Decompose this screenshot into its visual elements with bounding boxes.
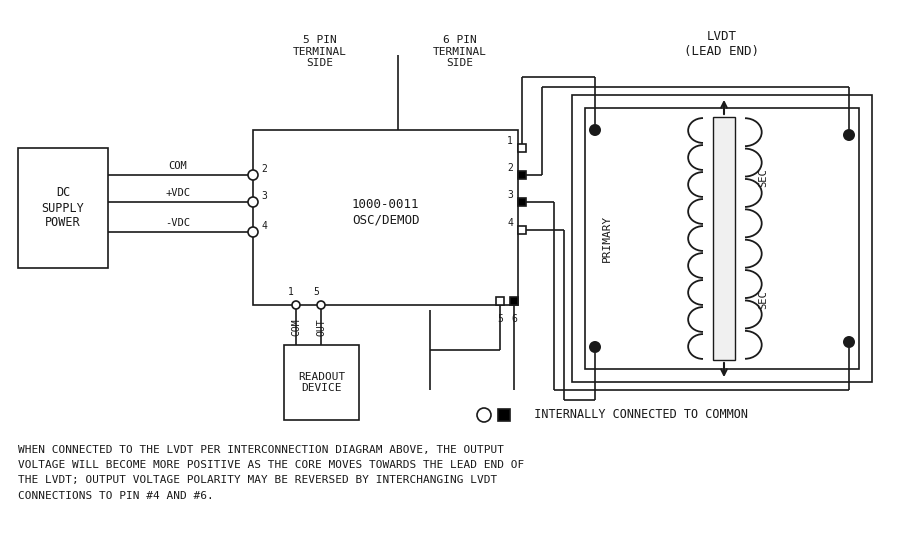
Text: 2: 2 [507, 163, 513, 173]
Text: COM: COM [169, 161, 187, 171]
Text: 1: 1 [507, 136, 513, 146]
Bar [572, 95, 872, 382]
Text: 5 PIN
TERMINAL
SIDE: 5 PIN TERMINAL SIDE [293, 35, 347, 68]
Bar [585, 108, 859, 369]
Text: WHEN CONNECTED TO THE LVDT PER INTERCONNECTION DIAGRAM ABOVE, THE OUTPUT
VOLTAGE: WHEN CONNECTED TO THE LVDT PER INTERCONN… [18, 445, 524, 501]
Bar [498, 409, 510, 421]
Text: 1: 1 [289, 287, 294, 297]
Text: 6: 6 [511, 314, 517, 324]
Text: 4: 4 [261, 221, 267, 231]
Bar [518, 226, 526, 234]
Circle shape [248, 227, 258, 237]
Text: 5: 5 [497, 314, 503, 324]
Text: 5: 5 [313, 287, 319, 297]
Text: LVDT
(LEAD END): LVDT (LEAD END) [685, 30, 760, 58]
Bar [496, 297, 504, 305]
Circle shape [589, 124, 601, 136]
Text: 4: 4 [507, 218, 513, 228]
Text: SEC: SEC [758, 168, 768, 187]
Bar [284, 345, 359, 420]
Text: SEC: SEC [758, 290, 768, 309]
Bar [518, 198, 526, 206]
Circle shape [843, 129, 855, 141]
Circle shape [317, 301, 325, 309]
Text: READOUT
DEVICE: READOUT DEVICE [298, 372, 345, 394]
Text: INTERNALLY CONNECTED TO COMMON: INTERNALLY CONNECTED TO COMMON [520, 409, 748, 421]
Text: +VDC: +VDC [165, 188, 191, 198]
Bar [253, 130, 518, 305]
Bar [518, 144, 526, 152]
Text: 2: 2 [261, 164, 267, 174]
Text: 1000-0011
OSC/DEMOD: 1000-0011 OSC/DEMOD [352, 198, 419, 226]
Text: PRIMARY: PRIMARY [602, 215, 612, 262]
Bar [18, 148, 108, 268]
Circle shape [843, 336, 855, 348]
Text: DC
SUPPLY
POWER: DC SUPPLY POWER [42, 187, 84, 230]
Text: COM: COM [291, 318, 301, 336]
Circle shape [248, 197, 258, 207]
Text: 3: 3 [261, 191, 267, 201]
Text: -VDC: -VDC [165, 218, 191, 228]
Circle shape [589, 341, 601, 353]
Bar [510, 297, 518, 305]
Bar [518, 171, 526, 179]
Text: 6 PIN
TERMINAL
SIDE: 6 PIN TERMINAL SIDE [433, 35, 487, 68]
Circle shape [248, 170, 258, 180]
Circle shape [477, 408, 491, 422]
Text: 3: 3 [507, 190, 513, 200]
Circle shape [292, 301, 300, 309]
Text: OUT: OUT [316, 318, 326, 336]
Bar [713, 117, 735, 360]
